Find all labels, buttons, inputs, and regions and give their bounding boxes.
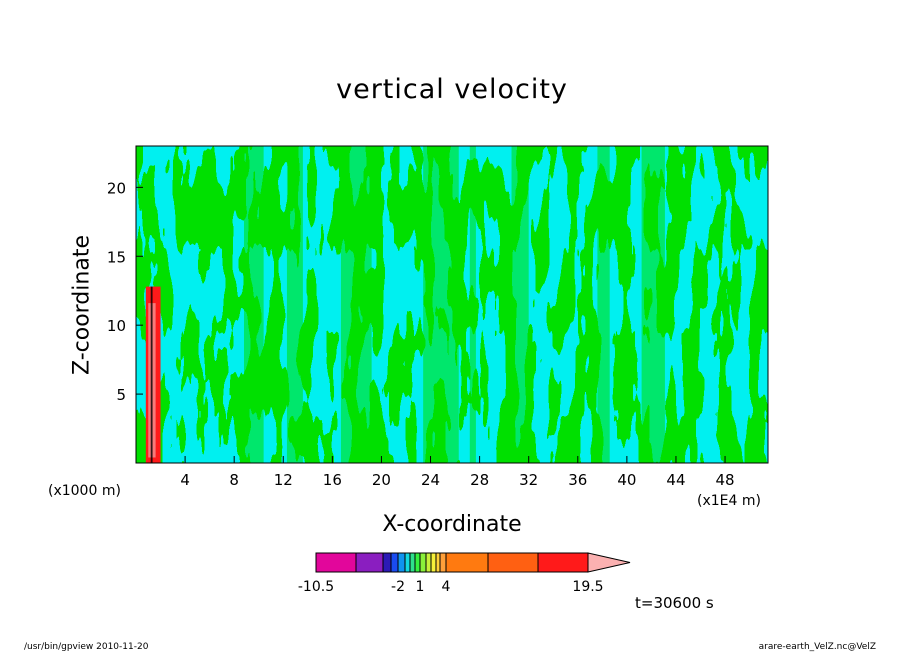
x-tick-label: 20 bbox=[372, 471, 391, 489]
x-tick-label: 48 bbox=[716, 471, 735, 489]
y-axis-unit: (x1000 m) bbox=[48, 483, 121, 499]
colorbar-segment bbox=[404, 552, 411, 573]
updraft-band bbox=[423, 146, 459, 463]
colorbar-segment bbox=[414, 552, 421, 573]
colorbar-segment bbox=[435, 552, 441, 573]
colorbar-segment bbox=[397, 552, 406, 573]
footer-source: arare-earth_VelZ.nc@VelZ bbox=[758, 642, 876, 652]
y-tick-label: 5 bbox=[116, 386, 126, 404]
colorbar-segment bbox=[409, 552, 416, 573]
colorbar-tick-label: -10.5 bbox=[298, 579, 334, 595]
x-tick-label: 40 bbox=[617, 471, 636, 489]
y-axis-ticks: 5 10 15 20 bbox=[107, 179, 143, 404]
updraft-band bbox=[286, 146, 303, 463]
colorbar-extend-arrow bbox=[587, 552, 631, 573]
x-tick-label: 36 bbox=[568, 471, 587, 489]
colorbar-segment bbox=[537, 552, 589, 573]
x-axis-unit: (x1E4 m) bbox=[697, 493, 761, 509]
updraft-band bbox=[641, 146, 665, 463]
colorbar-segment bbox=[355, 552, 384, 573]
x-axis-title: X-coordinate bbox=[382, 512, 522, 537]
plot-frame bbox=[135, 145, 769, 464]
y-tick-label: 10 bbox=[107, 317, 126, 335]
updraft-band bbox=[511, 146, 529, 463]
colorbar-segment bbox=[425, 552, 432, 573]
colorbar-segment bbox=[439, 552, 447, 573]
x-tick-label: 32 bbox=[519, 471, 538, 489]
updraft-band bbox=[243, 146, 264, 463]
y-tick-label: 15 bbox=[107, 248, 126, 266]
colorbar-tick-label: 1 bbox=[416, 579, 425, 595]
footer-command: /usr/bin/gpview 2010-11-20 bbox=[24, 642, 149, 652]
colorbar-tick-label: 4 bbox=[442, 579, 451, 595]
x-tick-label: 24 bbox=[421, 471, 440, 489]
colorbar-segment bbox=[430, 552, 437, 573]
colorbar-segment bbox=[382, 552, 392, 573]
time-label: t=30600 s bbox=[635, 594, 714, 612]
y-axis-title: Z-coordinate bbox=[69, 235, 95, 375]
updraft-band bbox=[469, 146, 476, 463]
velocity-field bbox=[136, 146, 768, 463]
x-tick-label: 44 bbox=[666, 471, 685, 489]
x-tick-label: 28 bbox=[470, 471, 489, 489]
colorbar: -10.5 -2 1 4 19.5 bbox=[298, 552, 631, 595]
colorbar-tick-label: -2 bbox=[391, 579, 405, 595]
colorbar-segment bbox=[390, 552, 399, 573]
x-tick-label: 4 bbox=[180, 471, 190, 489]
colorbar-tick-label: 19.5 bbox=[572, 579, 603, 595]
colorbar-segment bbox=[445, 552, 489, 573]
y-tick-label: 20 bbox=[107, 179, 126, 197]
updraft-core bbox=[145, 286, 161, 463]
x-tick-label: 16 bbox=[323, 471, 342, 489]
x-axis-ticks: 4 8 12 16 20 24 28 32 36 40 44 48 bbox=[180, 456, 735, 489]
updraft-band bbox=[597, 146, 610, 463]
chart-title: vertical velocity bbox=[336, 74, 568, 105]
x-tick-label: 12 bbox=[274, 471, 293, 489]
colorbar-segment bbox=[487, 552, 539, 573]
updraft-band bbox=[340, 146, 372, 463]
colorbar-segment bbox=[419, 552, 427, 573]
colorbar-segment bbox=[315, 552, 357, 573]
core-contours bbox=[150, 286, 153, 463]
x-tick-label: 8 bbox=[229, 471, 239, 489]
